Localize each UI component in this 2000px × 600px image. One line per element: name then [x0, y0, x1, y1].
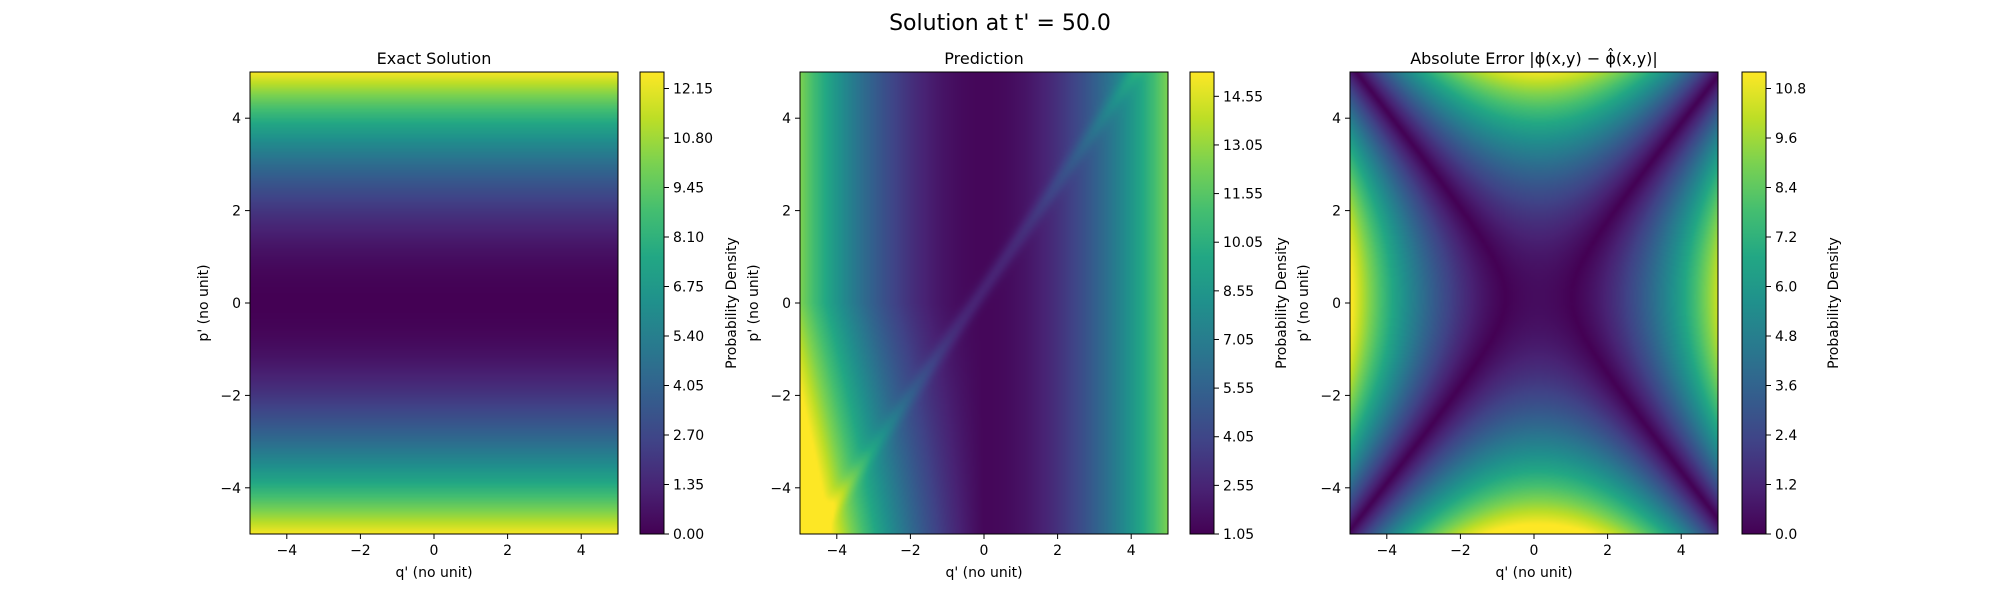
- y-tick-label: 0: [232, 296, 241, 312]
- x-tick-label: 2: [503, 543, 512, 559]
- y-tick-label: 4: [782, 111, 791, 127]
- y-axis-label: p' (no unit): [746, 264, 762, 341]
- colorbar-tick-label: 8.4: [1775, 181, 1797, 197]
- colorbar-tick-label: 4.05: [1223, 430, 1254, 446]
- y-axis-label: p' (no unit): [1296, 264, 1312, 341]
- colorbar-tick-label: 0.00: [673, 527, 704, 543]
- colorbar-label: Probability Density: [1274, 237, 1290, 369]
- y-tick-label: 2: [1332, 204, 1341, 220]
- panel-title: Prediction: [944, 49, 1023, 68]
- x-axis-label: q' (no unit): [945, 565, 1022, 581]
- colorbar-tick-label: 2.4: [1775, 428, 1797, 444]
- y-tick-label: −2: [220, 388, 241, 404]
- colorbar-tick-label: 3.6: [1775, 379, 1797, 395]
- colorbar-tick-label: 7.2: [1775, 230, 1797, 246]
- colorbar-tick-label: 14.55: [1223, 89, 1263, 105]
- chart-panel-3: −4 −2 0 2 4 −4 −2 0 2 4 q' (no unit) p' (no unit) Ab…: [1296, 48, 1842, 581]
- heatmap-image: [800, 72, 1168, 534]
- y-tick-label: 2: [782, 204, 791, 220]
- y-tick-label: 0: [782, 296, 791, 312]
- colorbar-tick-label: 2.70: [673, 428, 704, 444]
- colorbar-tick-label: 9.6: [1775, 131, 1797, 147]
- colorbar-tick-label: 2.55: [1223, 478, 1254, 494]
- colorbar-tick-label: 8.55: [1223, 284, 1254, 300]
- x-tick-label: −4: [1376, 543, 1397, 559]
- x-tick-label: 2: [1603, 543, 1612, 559]
- y-tick-label: −4: [770, 481, 791, 497]
- y-tick-label: 0: [1332, 296, 1341, 312]
- y-tick-label: −2: [770, 388, 791, 404]
- colorbar-tick-label: 8.10: [673, 230, 704, 246]
- x-tick-label: 4: [577, 543, 586, 559]
- y-tick-label: 4: [232, 111, 241, 127]
- colorbar-tick-label: 1.35: [673, 478, 704, 494]
- colorbar-tick-label: 5.40: [673, 329, 704, 345]
- colorbar-tick-label: 1.2: [1775, 478, 1797, 494]
- x-tick-label: 4: [1677, 543, 1686, 559]
- colorbar: [639, 71, 665, 535]
- colorbar-tick-label: 5.55: [1223, 381, 1254, 397]
- colorbar-tick-label: 11.55: [1223, 187, 1263, 203]
- colorbar-label: Probability Density: [1826, 237, 1842, 369]
- colorbar-tick-label: 1.05: [1223, 527, 1254, 543]
- colorbar-tick-label: 6.75: [673, 280, 704, 296]
- x-tick-label: 4: [1127, 543, 1136, 559]
- y-axis-label: p' (no unit): [196, 264, 212, 341]
- colorbar-tick-label: 4.05: [673, 379, 704, 395]
- y-tick-label: −4: [220, 481, 241, 497]
- y-tick-label: −4: [1320, 481, 1341, 497]
- colorbar-tick-label: 10.8: [1775, 82, 1806, 98]
- y-tick-label: 2: [232, 204, 241, 220]
- panel-title: Absolute Error |ϕ(x,y) − ϕ̂(x,y)|: [1410, 48, 1658, 68]
- colorbar-tick-label: 10.05: [1223, 235, 1263, 251]
- x-tick-label: −2: [1450, 543, 1471, 559]
- x-axis-label: q' (no unit): [395, 565, 472, 581]
- chart-panel-1: −4 −2 0 2 4 −4 −2 0 2 4 q' (no unit) p' (no unit) Ex…: [196, 49, 740, 581]
- x-tick-label: −4: [276, 543, 297, 559]
- colorbar: [1189, 71, 1215, 535]
- x-tick-label: −2: [350, 543, 371, 559]
- x-tick-label: 0: [430, 543, 439, 559]
- x-axis-label: q' (no unit): [1495, 565, 1572, 581]
- x-tick-label: 2: [1053, 543, 1062, 559]
- y-tick-label: −2: [1320, 388, 1341, 404]
- colorbar-tick-label: 12.15: [673, 82, 713, 98]
- colorbar-tick-label: 13.05: [1223, 138, 1263, 154]
- y-tick-label: 4: [1332, 111, 1341, 127]
- colorbar-tick-label: 10.80: [673, 131, 713, 147]
- colorbar: [1741, 71, 1767, 535]
- colorbar-tick-label: 7.05: [1223, 332, 1254, 348]
- x-tick-label: 0: [980, 543, 989, 559]
- chart-panel-2: −4 −2 0 2 4 −4 −2 0 2 4 q' (no unit) p' (no unit) Pr…: [746, 49, 1290, 581]
- x-tick-label: −4: [826, 543, 847, 559]
- x-tick-label: 0: [1530, 543, 1539, 559]
- heatmap-image: [250, 72, 618, 534]
- heatmap-image: [1350, 72, 1718, 534]
- colorbar-tick-label: 0.0: [1775, 527, 1797, 543]
- figure-suptitle: Solution at t' = 50.0: [889, 11, 1111, 36]
- colorbar-tick-label: 9.45: [673, 181, 704, 197]
- x-tick-label: −2: [900, 543, 921, 559]
- panel-title: Exact Solution: [377, 49, 492, 68]
- colorbar-tick-label: 4.8: [1775, 329, 1797, 345]
- colorbar-label: Probability Density: [724, 237, 740, 369]
- colorbar-tick-label: 6.0: [1775, 280, 1797, 296]
